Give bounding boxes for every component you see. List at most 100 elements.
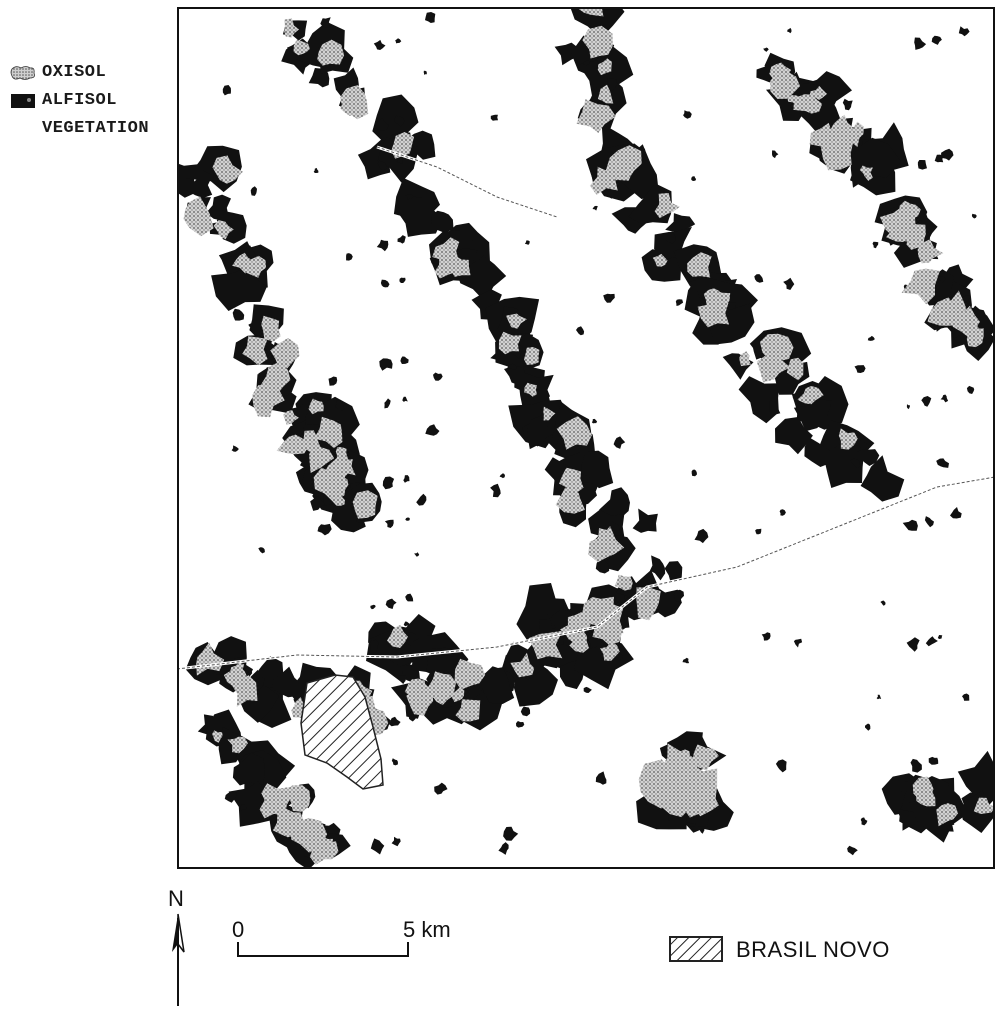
alfisol-speck [507, 363, 517, 370]
alfisol-speck [582, 60, 590, 66]
oxisol-patch [809, 85, 827, 100]
oxisol-patch [687, 252, 712, 278]
alfisol-speck [604, 78, 618, 92]
alfisol-speck [248, 323, 253, 328]
alfisol-speck [928, 756, 939, 765]
scale-end-label: 5 km [403, 917, 451, 942]
alfisol-speck [971, 213, 977, 219]
alfisol-speck [775, 759, 787, 773]
alfisol-speck [936, 458, 949, 468]
alfisol-speck [400, 356, 409, 364]
alfisol-speck [384, 519, 394, 528]
oxisol-patch [340, 85, 369, 120]
oxisol-patch [838, 428, 858, 450]
alfisol-speck [503, 826, 519, 841]
alfisol-speck [917, 160, 927, 170]
oxisol-patch [404, 678, 425, 700]
alfisol-speck [310, 495, 326, 511]
oxisol-patch [616, 152, 639, 181]
alfisol-speck [370, 838, 385, 855]
alfisol-patch [581, 450, 614, 489]
alfisol-speck [370, 639, 379, 653]
alfisol-speck [258, 547, 265, 554]
alfisol-speck [860, 817, 868, 826]
oxisol-patch [597, 58, 612, 76]
alfisol-speck [950, 507, 962, 519]
alfisol-speck [665, 231, 676, 244]
oxisol-patch [261, 315, 281, 342]
soil-map [177, 7, 995, 869]
alfisol-speck [699, 828, 705, 834]
alfisol-speck [402, 396, 408, 402]
alfisol-speck [675, 299, 684, 306]
alfisol-speck [940, 394, 949, 403]
alfisol-speck [906, 404, 910, 410]
oxisol-patch [183, 196, 214, 237]
alfisol-speck [423, 70, 427, 75]
oxisol-patch [652, 253, 668, 267]
oxisol-patch [842, 121, 864, 147]
brasil-novo-label: BRASIL NOVO [736, 937, 890, 962]
alfisol-speck [490, 483, 501, 498]
alfisol-patch [308, 68, 330, 88]
oxisol-patch [352, 490, 378, 519]
alfisol-speck [385, 598, 397, 609]
oxisol-patch [282, 785, 311, 812]
alfisol-speck [382, 476, 395, 490]
oxisol-patch [227, 736, 248, 754]
oxisol-patch [936, 803, 959, 827]
alfisol-speck [425, 424, 440, 436]
oxisol-patch [324, 455, 352, 484]
alfisol-patch [664, 561, 683, 582]
oxisol-patch [524, 347, 540, 365]
alfisol-patch [555, 643, 578, 666]
alfisol-speck [335, 400, 345, 411]
oxisol-patch [820, 136, 854, 171]
alfisol-speck [769, 400, 781, 415]
alfisol-speck [847, 845, 858, 856]
alfisol-speck [379, 358, 393, 371]
alfisol-speck [416, 493, 427, 506]
alfisol-patch [232, 752, 265, 786]
oxisol-patch [293, 39, 310, 56]
oxisol-patch [966, 325, 984, 348]
alfisol-speck [405, 593, 414, 602]
alfisol-speck [854, 365, 866, 373]
alfisol-patch [582, 74, 627, 134]
alfisol-speck [934, 154, 944, 163]
oxisol-patch [614, 574, 633, 591]
oxisol-patch [917, 239, 944, 264]
alfisol-speck [346, 253, 353, 261]
oxisol-patch [901, 268, 940, 305]
alfisol-speck [691, 176, 696, 181]
alfisol-speck [328, 376, 338, 386]
alfisol-speck [396, 157, 403, 164]
alfisol-patch [431, 210, 454, 233]
north-arrow-icon [172, 913, 185, 1006]
alfisol-speck [902, 519, 918, 531]
alfisol-speck [694, 528, 709, 544]
alfisol-speck [405, 517, 410, 521]
alfisol-speck [408, 714, 417, 722]
oxisol-patch [697, 297, 730, 328]
oxisol-patch [270, 338, 300, 369]
oxisol-patch [588, 526, 625, 563]
alfisol-speck [250, 186, 257, 196]
alfisol-patch [850, 137, 901, 188]
oxisol-patch [505, 313, 527, 329]
alfisol-speck [373, 118, 389, 131]
oxisol-patch [452, 687, 465, 703]
oxisol-patch [681, 781, 714, 818]
alfisol-speck [516, 721, 525, 728]
oxisol-patch [569, 630, 589, 653]
legend-label-alfisol: ALFISOL [42, 91, 117, 110]
alfisol-patch [654, 226, 692, 260]
oxisol-patch [406, 683, 434, 716]
oxisol-patch [576, 7, 604, 17]
scale-zero-label: 0 [232, 917, 245, 942]
alfisol-speck [876, 694, 882, 700]
oxisol-patch [454, 658, 486, 690]
alfisol-speck [391, 758, 398, 766]
alfisol-speck [592, 205, 598, 211]
